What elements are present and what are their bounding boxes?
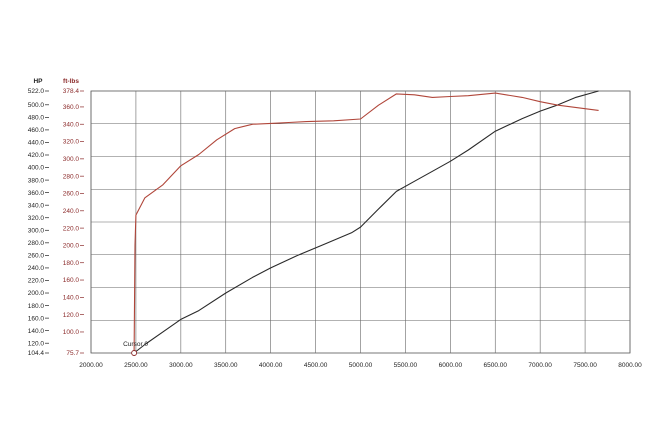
torque-tick-label: 240.0 <box>63 208 80 215</box>
torque-tick-label: 180.0 <box>63 260 80 267</box>
hp-tick-label: 300.0 <box>28 227 45 234</box>
rpm-axis: 2000.00 2500.00 3000.00 3500.00 4000.00 4500.… <box>79 362 642 369</box>
torque-tick-label: 200.0 <box>63 243 80 250</box>
hp-tick-label: 260.0 <box>28 253 45 260</box>
rpm-tick-label: 2500.00 <box>124 362 148 369</box>
series-lines <box>133 90 599 354</box>
hp-tick-label: 440.0 <box>28 140 45 147</box>
hp-tick-label: 140.0 <box>28 328 45 335</box>
rpm-tick-label: 4000.00 <box>259 362 283 369</box>
rpm-tick-label: 3500.00 <box>214 362 238 369</box>
hp-tick-label: 180.0 <box>28 303 45 310</box>
torque-tick-label: 100.0 <box>63 329 80 336</box>
rpm-tick-label: 2000.00 <box>79 362 103 369</box>
torque-tick-label: 280.0 <box>63 173 80 180</box>
torque-tick-label: 378.4 <box>63 88 80 95</box>
hp-series-line <box>133 90 599 354</box>
rpm-tick-label: 6000.00 <box>439 362 463 369</box>
torque-tick-label: 120.0 <box>63 312 80 319</box>
rpm-tick-label: 6500.00 <box>484 362 508 369</box>
cursor-label: Cursor 0 <box>123 341 148 348</box>
torque-tick-label: 220.0 <box>63 225 80 232</box>
torque-tick-label: 260.0 <box>63 191 80 198</box>
rpm-tick-label: 3000.00 <box>169 362 193 369</box>
hp-tick-label: 200.0 <box>28 290 45 297</box>
hp-axis-header: HP <box>33 78 43 85</box>
hp-tick-label: 104.4 <box>28 350 45 357</box>
hp-tick-label: 280.0 <box>28 240 45 247</box>
hp-tick-label: 240.0 <box>28 265 45 272</box>
hp-tick-label: 522.0 <box>28 88 45 95</box>
torque-tick-label: 75.7 <box>66 350 79 357</box>
hp-tick-label: 220.0 <box>28 278 45 285</box>
torque-tick-label: 140.0 <box>63 295 80 302</box>
hp-tick-label: 160.0 <box>28 315 45 322</box>
hp-tick-label: 420.0 <box>28 152 45 159</box>
hp-tick-label: 320.0 <box>28 215 45 222</box>
rpm-tick-label: 7000.00 <box>528 362 552 369</box>
cursor-marker[interactable]: Cursor 0 <box>123 341 148 356</box>
hp-tick-label: 380.0 <box>28 177 45 184</box>
hp-tick-label: 400.0 <box>28 165 45 172</box>
torque-tick-label: 300.0 <box>63 156 80 163</box>
cursor-point <box>131 350 138 356</box>
torque-axis-header: ft-lbs <box>63 78 79 85</box>
torque-tick-label: 340.0 <box>63 121 80 128</box>
torque-tick-label: 160.0 <box>63 277 80 284</box>
rpm-tick-label: 8000.00 <box>618 362 642 369</box>
hp-axis: 522.0 500.0 480.0 460.0 440.0 420.0 400.0 380.0… <box>28 88 49 357</box>
hp-tick-label: 340.0 <box>28 202 45 209</box>
rpm-tick-label: 5500.00 <box>394 362 418 369</box>
hp-tick-label: 120.0 <box>28 340 45 347</box>
rpm-tick-label: 4500.00 <box>304 362 328 369</box>
torque-series-line <box>133 92 599 354</box>
hp-tick-label: 500.0 <box>28 102 45 109</box>
torque-tick-label: 320.0 <box>63 139 80 146</box>
rpm-tick-label: 5000.00 <box>349 362 373 369</box>
torque-tick-label: 360.0 <box>63 104 80 111</box>
rpm-tick-label: 7500.00 <box>573 362 597 369</box>
hp-tick-label: 360.0 <box>28 190 45 197</box>
torque-axis: 378.4 360.0 340.0 320.0 300.0 280.0 260.0 240.0… <box>63 88 84 357</box>
grid-lines <box>90 90 631 354</box>
hp-tick-label: 460.0 <box>28 127 45 134</box>
hp-tick-label: 480.0 <box>28 115 45 122</box>
